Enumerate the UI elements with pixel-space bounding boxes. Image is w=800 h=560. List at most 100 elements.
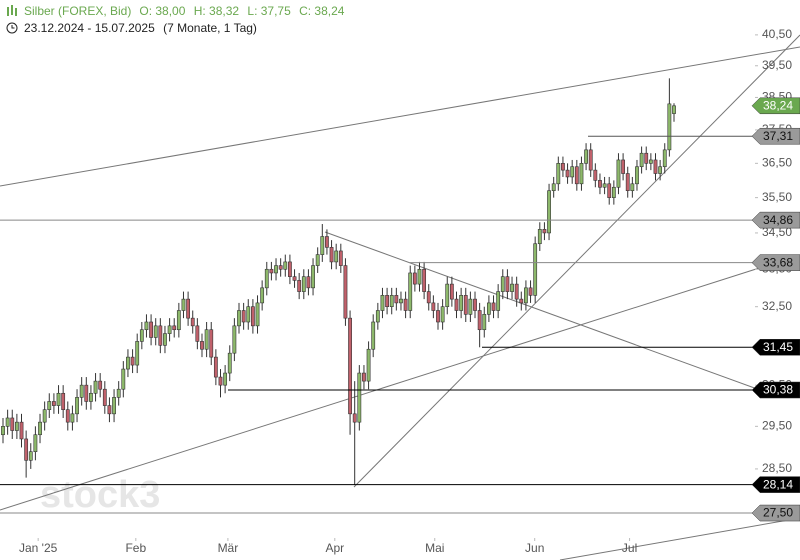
price-badge-label: 27,50 [763,506,793,520]
candle-body [274,265,278,274]
candle-body [422,268,427,292]
candle-body [565,169,570,178]
x-tick-label: Feb [125,541,146,555]
price-badge [751,504,800,522]
candle-body [181,298,186,311]
candle-body [426,291,431,304]
candle-body [172,325,177,331]
candle-body [644,152,649,164]
candle-body [505,276,510,292]
candle-body [102,388,107,406]
candle-body [139,329,144,342]
price-badge [751,476,800,493]
candle-body [84,384,89,402]
candle-body [667,103,672,151]
x-tick-label: Jun [525,541,544,555]
y-tick-label: 35,50 [762,190,792,204]
candle-body [301,276,306,292]
candle-body [607,183,612,198]
price-badge [751,211,800,229]
candle-body [653,159,658,174]
candle-body [468,298,473,315]
candle-body [241,310,246,323]
candle-body [533,243,538,296]
candle-body [38,421,42,436]
candle-body [496,291,501,311]
x-tick-label: Apr [325,541,344,555]
candle-body [394,295,399,304]
candle-body [79,384,84,398]
candle-body [403,298,408,311]
candle-body [329,247,334,263]
candle-body [593,169,598,181]
candle-body [449,283,454,300]
candle-body [204,329,209,350]
candle-body [227,352,232,374]
icon [15,8,17,16]
candle-body [343,265,348,319]
candle-body [658,166,663,174]
price-badge-label: 37,31 [763,129,793,143]
candle-body [412,272,417,285]
candle-body [112,397,116,415]
candle-body [144,321,149,331]
trend-line [353,34,800,488]
y-tick-label: 29,50 [762,419,792,433]
candle-body [348,317,352,415]
clock-icon [11,25,15,29]
quote-value: O: 38,00 [139,4,185,18]
candle-body [463,295,468,315]
candle-body [1,426,5,436]
candle-body [537,229,542,245]
candle-body [371,321,376,350]
candle-body [579,163,584,185]
candle-body [325,236,329,248]
candle-body [195,325,200,342]
candle-body [264,268,269,289]
candle-body [237,310,241,327]
candle-body [65,409,70,423]
y-tick-label: 28,50 [762,461,792,475]
candle-body [232,325,237,354]
candle-body [635,166,639,185]
candle-body [616,159,621,188]
candle-body [366,348,371,382]
candle-body [417,268,422,285]
header: Silber (FOREX, Bid) 23.12.2024 - 15.07.2… [6,4,257,35]
candle-body [33,434,38,453]
candle-body [42,409,47,423]
candle-body [269,268,274,274]
candle-body [283,261,288,270]
candle-body [570,166,575,178]
price-badge [751,254,800,271]
candle-body [380,295,385,311]
candle-body [75,397,79,415]
candle-body [135,341,140,366]
price-badge-label: 33,68 [763,255,793,269]
candle-body [28,451,33,461]
candle-body [24,438,29,461]
candle-body [200,341,204,350]
candle-body [176,310,181,331]
candle-body [70,413,75,423]
candle-body [121,368,126,390]
candle-body [130,356,135,366]
candle-body [311,265,315,289]
candle-body [445,283,450,308]
y-tick-label: 34,50 [762,225,792,239]
candle-body [547,190,551,234]
price-badge-label: 30,38 [763,383,793,397]
candle-body [611,186,616,198]
candle-body [362,372,366,382]
candle-body [514,283,519,300]
candle-body [440,306,445,323]
candle-body [10,417,15,431]
candle-body [338,250,343,266]
candle-body [598,180,602,188]
candle-body [630,183,635,192]
watermark: stock3 [40,474,160,516]
candle-body [315,254,320,266]
price-badge-label: 34,86 [763,213,793,227]
candle-body [52,401,56,406]
